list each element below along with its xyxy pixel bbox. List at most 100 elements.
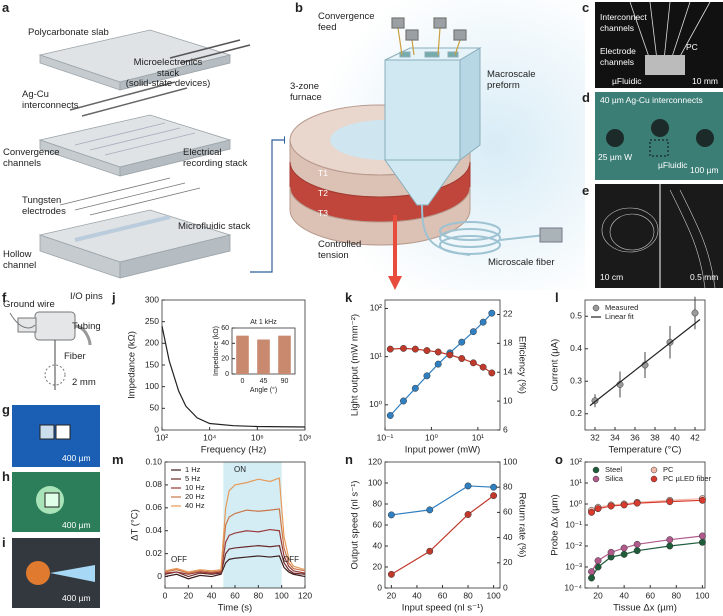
marker xyxy=(469,328,477,336)
y2-tick-label: 14 xyxy=(503,366,513,376)
y2-tick-label: 18 xyxy=(503,338,513,348)
x-axis-label: Angle (°) xyxy=(250,386,277,394)
marker xyxy=(698,532,706,540)
panel-label: n xyxy=(345,452,353,467)
series-line xyxy=(389,312,493,416)
annotation: OFF xyxy=(283,555,299,564)
marker xyxy=(607,502,615,510)
marker xyxy=(400,344,407,352)
figure-label: Convergence feed xyxy=(318,11,375,33)
y-tick-label: 10⁻² xyxy=(565,540,582,550)
marker xyxy=(464,482,472,490)
panel-label: b xyxy=(295,0,303,15)
marker xyxy=(458,355,466,362)
y-axis-label: Light output (mW mm⁻²) xyxy=(350,314,361,416)
figure-label: T2 xyxy=(318,188,328,198)
figure-label: Microscale fiber xyxy=(488,257,555,268)
y-tick-label: 20 xyxy=(221,356,229,363)
panel-label: h xyxy=(2,469,10,484)
led-h xyxy=(44,492,60,508)
marker xyxy=(387,511,395,519)
marker xyxy=(400,397,407,405)
feeds xyxy=(391,17,467,56)
y-tick-label: 10¹ xyxy=(570,477,582,487)
marker xyxy=(464,511,472,518)
x-tick-label: 40 xyxy=(207,590,217,600)
figure-label: 25 µm W xyxy=(598,152,633,162)
marker xyxy=(423,347,431,355)
y-tick-label: 10⁻³ xyxy=(565,561,582,571)
marker xyxy=(411,384,419,392)
x-tick-label: 10² xyxy=(156,432,168,442)
marker xyxy=(620,501,628,509)
legend-label: Steel xyxy=(605,465,622,474)
y2-tick-label: 10 xyxy=(503,395,513,405)
panel-label: g xyxy=(2,402,10,417)
figure-label: 10 mm xyxy=(692,76,718,86)
panel-label: f xyxy=(2,290,7,305)
marker xyxy=(490,492,498,500)
legend-label: PC xyxy=(663,465,674,474)
legend-marker xyxy=(592,304,600,312)
y-tick-label: 0.10 xyxy=(145,456,162,466)
figure-label: Ag-Cu interconnects xyxy=(22,89,79,111)
y-axis-label: Impedance (kΩ) xyxy=(213,326,220,376)
x-tick-label: 10⁶ xyxy=(251,432,264,442)
x-tick-label: 42 xyxy=(690,432,700,442)
marker xyxy=(434,360,442,368)
panel-label: i xyxy=(2,535,6,550)
y-tick-label: 0.02 xyxy=(145,548,162,558)
y2-tick-label: 20 xyxy=(503,557,513,567)
series-line xyxy=(390,347,493,374)
y-tick-label: 0 xyxy=(157,571,162,581)
marker xyxy=(479,363,487,371)
figure-label: PC xyxy=(686,42,698,52)
legend-label: 20 Hz xyxy=(185,492,205,501)
x-tick-label: 100 xyxy=(695,590,709,600)
y2-tick-label: 40 xyxy=(503,532,513,542)
x-tick-label: 36 xyxy=(630,432,640,442)
panel-label: o xyxy=(555,452,563,467)
figure-label: 40 µm Ag-Cu interconnects xyxy=(600,95,703,105)
x-tick-label: 34 xyxy=(610,432,620,442)
photo-e-fibers xyxy=(601,189,716,289)
x-tick-label: 20 xyxy=(593,590,603,600)
marker xyxy=(594,505,602,513)
x-tick-label: 45 xyxy=(260,378,268,385)
marker xyxy=(666,542,674,550)
connector xyxy=(539,227,563,243)
x-tick-label: 20 xyxy=(387,590,397,600)
x-tick-label: 10⁰ xyxy=(425,432,438,442)
x-axis-label: Frequency (Hz) xyxy=(201,445,266,456)
y-tick-label: 0.06 xyxy=(145,502,162,512)
y-tick-label: 40 xyxy=(221,340,229,347)
marker xyxy=(633,499,641,507)
x-tick-label: 60 xyxy=(438,590,448,600)
inset-title: At 1 kHz xyxy=(250,319,277,326)
figure-label: Microfluidic stack xyxy=(178,221,251,232)
y-tick-label: 0.5 xyxy=(570,311,582,321)
x-tick-label: 100 xyxy=(275,590,289,600)
x-tick-label: 20 xyxy=(184,590,194,600)
marker xyxy=(488,309,496,317)
legend-label: 40 Hz xyxy=(185,501,205,510)
marker xyxy=(426,547,434,555)
marker xyxy=(426,506,434,514)
marker xyxy=(698,496,706,504)
y-tick-label: 100 xyxy=(368,477,382,487)
x-tick-label: 10⁻¹ xyxy=(377,432,394,442)
y2-tick-label: 60 xyxy=(503,507,513,517)
annotation: OFF xyxy=(171,555,187,564)
marker xyxy=(620,550,628,558)
marker xyxy=(387,570,395,578)
series-line xyxy=(164,544,306,578)
marker xyxy=(594,557,602,565)
annotation: ON xyxy=(234,465,246,474)
figure-label: Microelectronics stack (solid-state devi… xyxy=(125,57,211,89)
y-tick-label: 10¹ xyxy=(370,351,382,361)
bar xyxy=(257,339,270,374)
y-tick-label: 250 xyxy=(145,316,159,326)
panel-label: m xyxy=(112,452,124,467)
tension-arrow-head xyxy=(388,276,402,290)
marker xyxy=(666,536,674,544)
